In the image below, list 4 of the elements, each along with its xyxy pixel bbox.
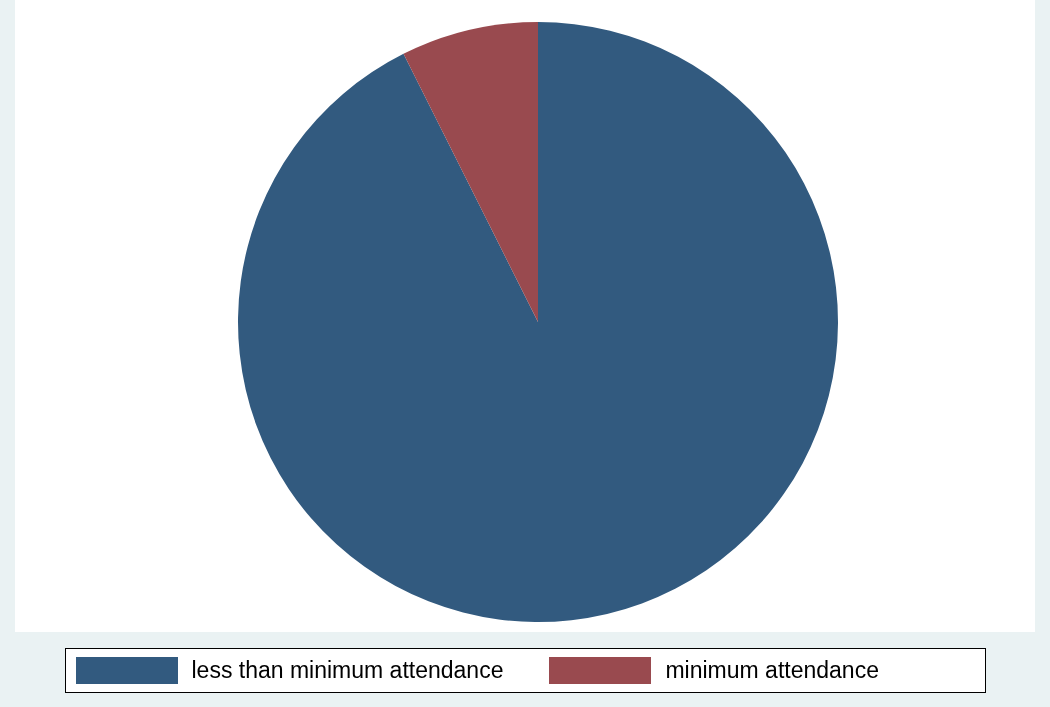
pie-slice [238,22,838,622]
legend-label: less than minimum attendance [191,657,504,684]
pie-slice [403,22,538,322]
legend-label: minimum attendance [665,657,879,684]
